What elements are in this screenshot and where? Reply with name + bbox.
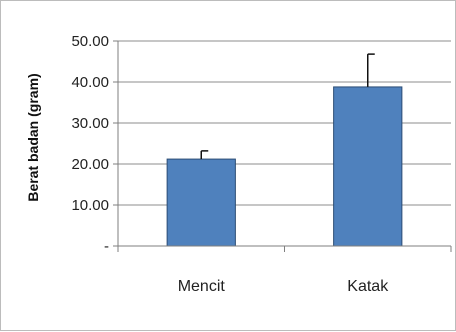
y-tick-label: 50.00: [71, 33, 109, 50]
y-tick-label: -: [104, 238, 109, 255]
y-tick-labels: - 10.00 20.00 30.00 40.00 50.00: [71, 33, 109, 255]
axes: [113, 40, 452, 252]
error-bars: [200, 53, 375, 160]
bar-mencit: [166, 158, 236, 247]
bars: [166, 86, 403, 247]
x-tick-label-mencit: Mencit: [178, 278, 226, 295]
x-tick-labels: Mencit Katak: [178, 278, 390, 295]
y-tick-label: 30.00: [71, 115, 109, 132]
bar-katak: [333, 86, 403, 247]
x-tick-label-katak: Katak: [347, 278, 389, 295]
y-tick-label: 20.00: [71, 156, 109, 173]
y-tick-label: 10.00: [71, 197, 109, 214]
y-tick-label: 40.00: [71, 74, 109, 91]
y-axis-title: Berat badan (gram): [25, 73, 41, 201]
